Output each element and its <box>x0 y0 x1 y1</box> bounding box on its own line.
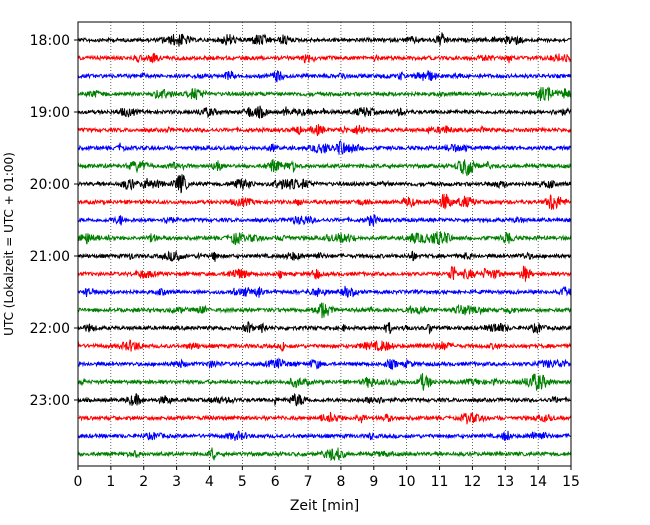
trace-2345 <box>77 447 572 462</box>
trace-2130 <box>77 285 572 298</box>
y-tick-label: 21:00 <box>30 249 70 265</box>
trace-layer <box>77 32 572 462</box>
trace-1845 <box>77 86 572 102</box>
x-tick-label: 7 <box>304 474 313 490</box>
trace-1815 <box>77 52 572 64</box>
y-tick-label: 20:00 <box>30 177 70 193</box>
trace-2100 <box>77 250 572 262</box>
trace-2030 <box>77 213 572 227</box>
trace-2230 <box>77 357 572 370</box>
y-tick-label: 18:00 <box>30 33 70 49</box>
x-tick-label: 1 <box>106 474 115 490</box>
trace-2145 <box>77 302 572 319</box>
trace-2215 <box>77 339 572 353</box>
x-tick-label: 15 <box>562 474 580 490</box>
x-tick-label: 2 <box>139 474 148 490</box>
x-tick-label: 12 <box>463 474 481 490</box>
trace-1900 <box>77 105 572 119</box>
x-tick-label: 3 <box>172 474 181 490</box>
x-tick-label: 9 <box>369 474 378 490</box>
x-tick-label: 6 <box>271 474 280 490</box>
plot-frame <box>77 21 572 467</box>
trace-2315 <box>77 411 572 425</box>
x-tick-label: 4 <box>205 474 214 490</box>
x-tick-label: 0 <box>74 474 83 490</box>
trace-1915 <box>77 124 572 137</box>
x-tick-label: 14 <box>529 474 547 490</box>
trace-2115 <box>77 265 572 282</box>
trace-2330 <box>77 430 572 441</box>
trace-2245 <box>77 373 572 391</box>
y-tick-label: 22:00 <box>30 321 70 337</box>
trace-2045 <box>77 231 572 246</box>
x-tick-label: 8 <box>336 474 345 490</box>
tick-layer: 0 1 2 3 4 5 6 7 8 9 10 11 12 13 14 1518:0019:0020:0021:… <box>30 33 580 490</box>
trace-2000 <box>77 174 572 194</box>
trace-1945 <box>77 158 572 177</box>
trace-2015 <box>77 193 572 210</box>
y-axis-label: UTC (Lokalzeit = UTC + 01:00) <box>2 152 16 336</box>
trace-1800 <box>77 32 572 47</box>
y-tick-label: 23:00 <box>30 393 70 409</box>
trace-2300 <box>77 392 572 407</box>
y-tick-label: 19:00 <box>30 105 70 121</box>
trace-1930 <box>77 140 572 155</box>
x-tick-label: 11 <box>431 474 449 490</box>
x-tick-label: 13 <box>496 474 514 490</box>
trace-2200 <box>77 321 572 335</box>
x-tick-label: 10 <box>398 474 416 490</box>
x-axis-label: Zeit [min] <box>290 498 359 514</box>
trace-1830 <box>77 70 572 83</box>
x-tick-label: 5 <box>238 474 247 490</box>
